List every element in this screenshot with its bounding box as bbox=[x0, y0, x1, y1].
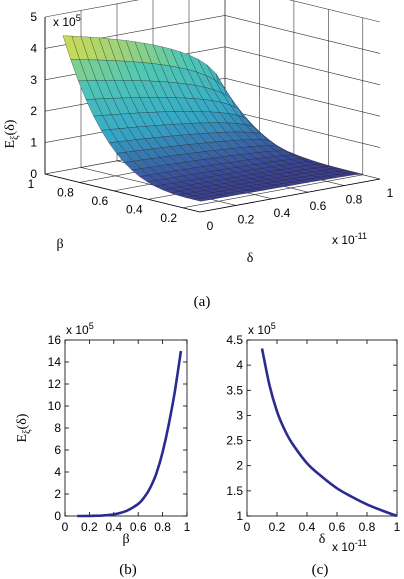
chart-c-x-tick-label: 1 bbox=[394, 520, 401, 534]
chart-b-y-multiplier: x 105 bbox=[66, 321, 94, 337]
surface-z-axis-label: Eξ(δ) bbox=[3, 119, 21, 148]
chart-b-x-axis-label: β bbox=[122, 532, 129, 547]
surface-beta-axis-label: β bbox=[56, 237, 63, 252]
chart-b-y-tick-label: 4 bbox=[54, 465, 61, 479]
surface-beta-axis bbox=[44, 173, 201, 213]
surface-delta-tick-label: 0.8 bbox=[346, 193, 363, 207]
surface-z-tick-label: 3 bbox=[30, 73, 37, 87]
chart-c-series-line bbox=[260, 348, 398, 518]
chart-c-y-tick-label: 3 bbox=[236, 408, 243, 422]
caption-c: (c) bbox=[312, 562, 329, 578]
surface-beta-tick-label: 0.6 bbox=[92, 194, 109, 208]
caption-b: (b) bbox=[119, 562, 137, 578]
surface-patch bbox=[346, 172, 363, 176]
surface-sidewall-gridline-z bbox=[224, 77, 381, 117]
chart-b-y-axis-label: Eξ(δ) bbox=[15, 413, 33, 442]
chart-c-y-tick-label: 2.5 bbox=[226, 434, 243, 448]
surface-sidewall-gridline-z bbox=[224, 15, 381, 54]
surface-floor-gridline-y bbox=[182, 174, 363, 209]
chart-b-y-tick-label: 16 bbox=[48, 333, 62, 347]
chart-c-x-tick-label: 0.2 bbox=[269, 520, 286, 534]
chart-b-y-tick-label: 14 bbox=[48, 355, 62, 369]
surface-sidewall-gridline-z bbox=[224, 109, 381, 148]
surface-backwall-gridline-z bbox=[44, 0, 140, 18]
chart-c-y-tick-label: 1.5 bbox=[226, 484, 243, 498]
chart-c-x-tick-label: 0.4 bbox=[299, 520, 316, 534]
surface-beta-tick-label: 0.8 bbox=[57, 185, 74, 199]
chart-c-x-multiplier: x 10-11 bbox=[332, 538, 367, 554]
chart-c-x-tick-label: 0.8 bbox=[359, 520, 376, 534]
surface-beta-tick-label: 0.2 bbox=[160, 211, 177, 225]
chart-b-series-line bbox=[77, 350, 183, 518]
chart-b-y-tick-label: 0 bbox=[54, 509, 61, 523]
chart-c-y-tick-label: 4.5 bbox=[226, 333, 243, 347]
chart-b-x-tick-label: 0 bbox=[62, 520, 69, 534]
chart-c-x-tick-label: 0.6 bbox=[329, 520, 346, 534]
chart-c-plot-frame bbox=[246, 339, 398, 517]
surface-delta-tick-label: 0 bbox=[207, 219, 214, 233]
chart-c-y-tick-label: 4 bbox=[236, 358, 243, 372]
chart-b-y-tick-label: 8 bbox=[54, 421, 61, 435]
chart-b-x-tick-label: 1 bbox=[184, 520, 191, 534]
surface-delta-axis bbox=[199, 178, 381, 213]
chart-c-y-tick-label: 1 bbox=[236, 509, 243, 523]
chart-c-y-tick-label: 2 bbox=[236, 459, 243, 473]
surface-z-tick-label: 2 bbox=[30, 104, 37, 118]
surface-z-multiplier: x 105 bbox=[53, 13, 81, 29]
surface-z-tick-label: 1 bbox=[30, 136, 37, 150]
surface-delta-multiplier: x 10-11 bbox=[332, 231, 367, 247]
surface-delta-axis-label: δ bbox=[247, 251, 254, 266]
surface-sidewall-gridline-z bbox=[289, 0, 381, 23]
chart-b-y-tick-label: 12 bbox=[48, 377, 62, 391]
surface-z-tick-label: 5 bbox=[30, 10, 37, 24]
surface-beta-tick-label: 0.4 bbox=[126, 202, 143, 216]
chart-b-y-tick-label: 10 bbox=[48, 399, 62, 413]
chart-b-x-tick-label: 0.4 bbox=[105, 520, 122, 534]
chart-c-y-tick-label: 3.5 bbox=[226, 383, 243, 397]
surface-z-tick-label: 0 bbox=[30, 167, 37, 181]
chart-b-y-tick-label: 2 bbox=[54, 487, 61, 501]
surface-delta-tick-label: 0.2 bbox=[238, 212, 255, 226]
surface-delta-tick-label: 1 bbox=[387, 186, 394, 200]
surface-delta-tick-label: 0.4 bbox=[274, 206, 291, 220]
chart-b-y-tick-label: 6 bbox=[54, 443, 61, 457]
chart-c-y-multiplier: x 105 bbox=[248, 321, 276, 337]
chart-c-x-tick-label: 0 bbox=[244, 520, 251, 534]
surface-sidewall-gridline-z bbox=[224, 46, 381, 86]
chart-b-x-tick-label: 0.8 bbox=[154, 520, 171, 534]
surface-delta-tick-label: 0.6 bbox=[310, 199, 327, 213]
surface-z-tick-label: 4 bbox=[30, 41, 37, 55]
chart-b-x-tick-label: 0.2 bbox=[81, 520, 98, 534]
chart-b-x-tick-label: 0.6 bbox=[130, 520, 147, 534]
surface-beta-tick-label: 1 bbox=[28, 177, 35, 191]
chart-c-x-axis-label: δ bbox=[319, 532, 326, 547]
caption-a: (a) bbox=[194, 294, 211, 310]
